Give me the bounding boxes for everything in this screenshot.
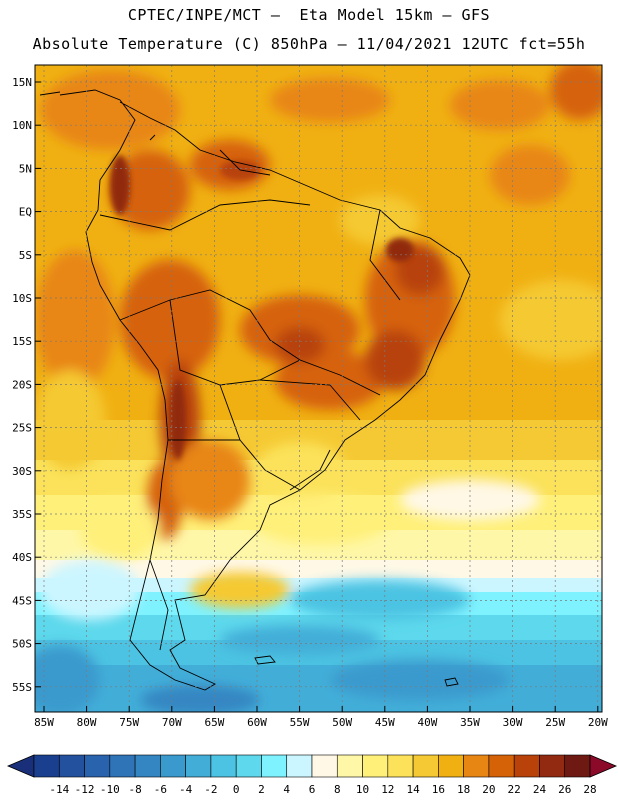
lon-label: 75W [119, 716, 139, 729]
colorbar-label: 10 [356, 783, 369, 796]
colorbar-label: 6 [309, 783, 316, 796]
colorbar-label: 26 [558, 783, 571, 796]
lat-label: 20S [12, 378, 32, 391]
colorbar-label: -8 [128, 783, 141, 796]
colorbar-label: 28 [583, 783, 596, 796]
lat-label: EQ [19, 206, 32, 219]
colorbar-underflow [6, 754, 35, 778]
colorbar-swatch [33, 754, 60, 778]
colorbar-label: 8 [334, 783, 341, 796]
lon-label: 80W [77, 716, 97, 729]
lon-label: 40W [417, 716, 437, 729]
lon-label: 50W [332, 716, 352, 729]
colorbar-swatch [185, 754, 212, 778]
longitude-labels: 85W 80W 75W 70W 65W 60W 55W 50W 45W 40W 35W 30W 25W 2… [34, 706, 608, 729]
lat-label: 45S [12, 594, 32, 607]
colorbar-swatch [387, 754, 414, 778]
colorbar-swatch [286, 754, 313, 778]
chart-title-line2: Absolute Temperature (C) 850hPa – 11/04/… [32, 35, 586, 53]
colorbar-label: -12 [75, 783, 95, 796]
latitude-labels: 15N 10N 5N EQ 5S 10S 15S 20S 25S 30S 35S 40S 45S 50S 5… [12, 76, 41, 694]
colorbar-overflow [589, 754, 618, 778]
colorbar-swatch [58, 754, 85, 778]
lon-label: 70W [162, 716, 182, 729]
colorbar-swatch [564, 754, 591, 778]
colorbar-swatch [412, 754, 439, 778]
colorbar-label: -4 [179, 783, 193, 796]
lat-label: 15S [12, 335, 32, 348]
lat-label: 30S [12, 465, 32, 478]
colorbar-labels: -14 -12 -10 -8 -6 -4 -2 0 2 4 6 8 10 12 14 16 18 20 22 24 26… [49, 783, 596, 796]
lon-label: 85W [34, 716, 54, 729]
colorbar-label: 4 [283, 783, 290, 796]
colorbar-swatch [311, 754, 338, 778]
colorbar-label: -10 [100, 783, 120, 796]
colorbar-swatch [336, 754, 363, 778]
lat-label: 5S [19, 249, 32, 262]
colorbar-label: -2 [204, 783, 217, 796]
coastline [39, 89, 471, 691]
lon-label: 25W [545, 716, 565, 729]
lon-label: 55W [290, 716, 310, 729]
colorbar [6, 754, 618, 778]
lat-label: 50S [12, 638, 32, 651]
lat-label: 10S [12, 292, 32, 305]
lat-label: 10N [12, 119, 32, 132]
colorbar-swatch [438, 754, 464, 778]
lat-label: 55S [12, 681, 32, 694]
lon-label: 45W [375, 716, 395, 729]
lon-label: 20W [588, 716, 608, 729]
lat-label: 25S [12, 422, 32, 435]
colorbar-swatch [109, 754, 136, 778]
lon-label: 65W [204, 716, 224, 729]
colorbar-label: 2 [258, 783, 265, 796]
colorbar-label: -14 [49, 783, 69, 796]
map-frame [34, 64, 603, 713]
colorbar-swatch [160, 754, 186, 778]
colorbar-swatch [539, 754, 566, 778]
lat-label: 5N [19, 162, 32, 175]
lon-label: 35W [460, 716, 480, 729]
temperature-field [35, 65, 602, 712]
colorbar-swatch [513, 754, 540, 778]
colorbar-label: 12 [381, 783, 394, 796]
colorbar-label: 24 [533, 783, 547, 796]
colorbar-label: 16 [432, 783, 445, 796]
chart-title-line1: CPTEC/INPE/MCT – Eta Model 15km – GFS [127, 6, 491, 24]
lat-label: 15N [12, 76, 32, 89]
colorbar-label: 14 [406, 783, 420, 796]
colorbar-swatch [261, 754, 288, 778]
colorbar-label: -6 [154, 783, 167, 796]
colorbar-swatch [84, 754, 111, 778]
lat-label: 40S [12, 551, 32, 564]
colorbar-label: 22 [508, 783, 521, 796]
colorbar-swatch [235, 754, 262, 778]
colorbar-swatch [210, 754, 237, 778]
lat-label: 35S [12, 508, 32, 521]
lon-label: 30W [503, 716, 523, 729]
colorbar-swatch [488, 754, 515, 778]
colorbar-swatch [463, 754, 490, 778]
colorbar-swatch [362, 754, 389, 778]
lon-label: 60W [247, 716, 267, 729]
colorbar-label: 0 [233, 783, 240, 796]
colorbar-label: 20 [482, 783, 495, 796]
colorbar-label: 18 [457, 783, 470, 796]
colorbar-swatch [134, 754, 161, 778]
